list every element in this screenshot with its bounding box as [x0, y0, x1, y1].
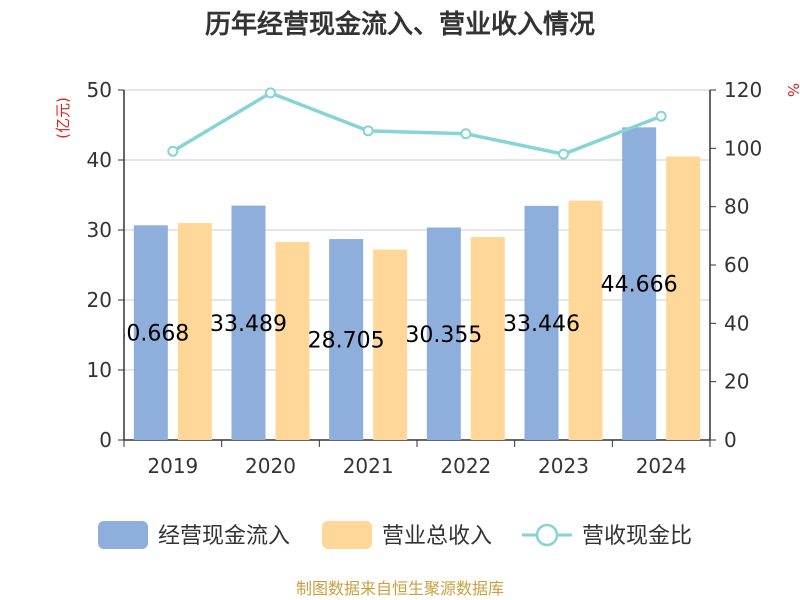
source-note: 制图数据来自恒生聚源数据库	[296, 579, 504, 598]
legend: 经营现金流入 营业总收入 营收现金比	[98, 521, 692, 549]
ratio-point	[655, 110, 667, 122]
right-tick-label: 80	[724, 195, 749, 219]
ratio-point	[362, 125, 374, 137]
left-tick-label: 10	[87, 358, 112, 382]
data-label: 30.355	[405, 323, 482, 348]
revenue-bar	[275, 241, 310, 440]
left-tick-label: 40	[87, 148, 112, 172]
cash-inflow-bar	[329, 239, 364, 440]
right-tick-label: 60	[724, 253, 749, 277]
legend-swatch-cash-inflow	[98, 521, 148, 549]
x-tick-label: 2021	[343, 454, 394, 478]
left-axis-unit: (亿元)	[54, 97, 72, 139]
data-label: 33.446	[503, 312, 580, 337]
legend-label: 营业总收入	[382, 524, 492, 549]
legend-label: 营收现金比	[582, 524, 692, 549]
right-tick-label: 120	[724, 78, 762, 102]
ratio-line-path	[171, 90, 662, 156]
data-label: 28.705	[308, 329, 385, 354]
ratio-point	[460, 128, 472, 140]
chart-title: 历年经营现金流入、营业收入情况	[205, 9, 595, 40]
data-label: 30.668	[112, 322, 189, 347]
right-tick-label: 100	[724, 136, 762, 160]
ratio-point	[265, 87, 276, 99]
revenue-bar	[177, 223, 212, 440]
data-label: 44.666	[601, 273, 678, 298]
right-tick-label: 40	[724, 311, 749, 335]
revenue-bar	[568, 200, 603, 440]
left-tick-label: 20	[87, 288, 112, 312]
x-tick-label: 2024	[636, 454, 687, 478]
revenue-bar	[666, 156, 701, 440]
data-label: 33.489	[210, 312, 287, 337]
data-labels: 30.668 33.489 28.705 30.355 33.446 44.666	[112, 273, 678, 354]
legend-marker-ratio	[535, 523, 559, 547]
right-axis-unit: %	[784, 83, 800, 97]
cash-inflow-bar	[524, 205, 559, 440]
legend-label: 经营现金流入	[158, 524, 290, 549]
bars	[133, 127, 701, 440]
x-tick-label: 2023	[538, 454, 589, 478]
revenue-bar	[470, 237, 505, 440]
x-tick-label: 2019	[147, 454, 198, 478]
cash-inflow-bar	[622, 127, 657, 440]
left-tick-label: 0	[99, 428, 112, 452]
cash-inflow-bar	[231, 205, 266, 440]
legend-swatch-revenue	[322, 521, 372, 549]
left-tick-label: 50	[87, 78, 112, 102]
x-tick-label: 2022	[440, 454, 491, 478]
ratio-point	[558, 148, 569, 160]
axes: 0 10 20 30 40 50 0 20 40 60 80 100 120 2019 2020 2021 20…	[87, 78, 763, 478]
cash-inflow-bar	[133, 225, 168, 440]
x-tick-label: 2020	[245, 454, 296, 478]
ratio-line	[167, 87, 667, 160]
right-tick-label: 0	[724, 428, 737, 452]
left-tick-label: 30	[87, 218, 112, 242]
revenue-bar	[373, 249, 408, 440]
ratio-point	[167, 145, 179, 157]
gridlines	[124, 89, 710, 371]
right-tick-label: 20	[724, 370, 749, 394]
cash-inflow-bar	[426, 227, 461, 440]
